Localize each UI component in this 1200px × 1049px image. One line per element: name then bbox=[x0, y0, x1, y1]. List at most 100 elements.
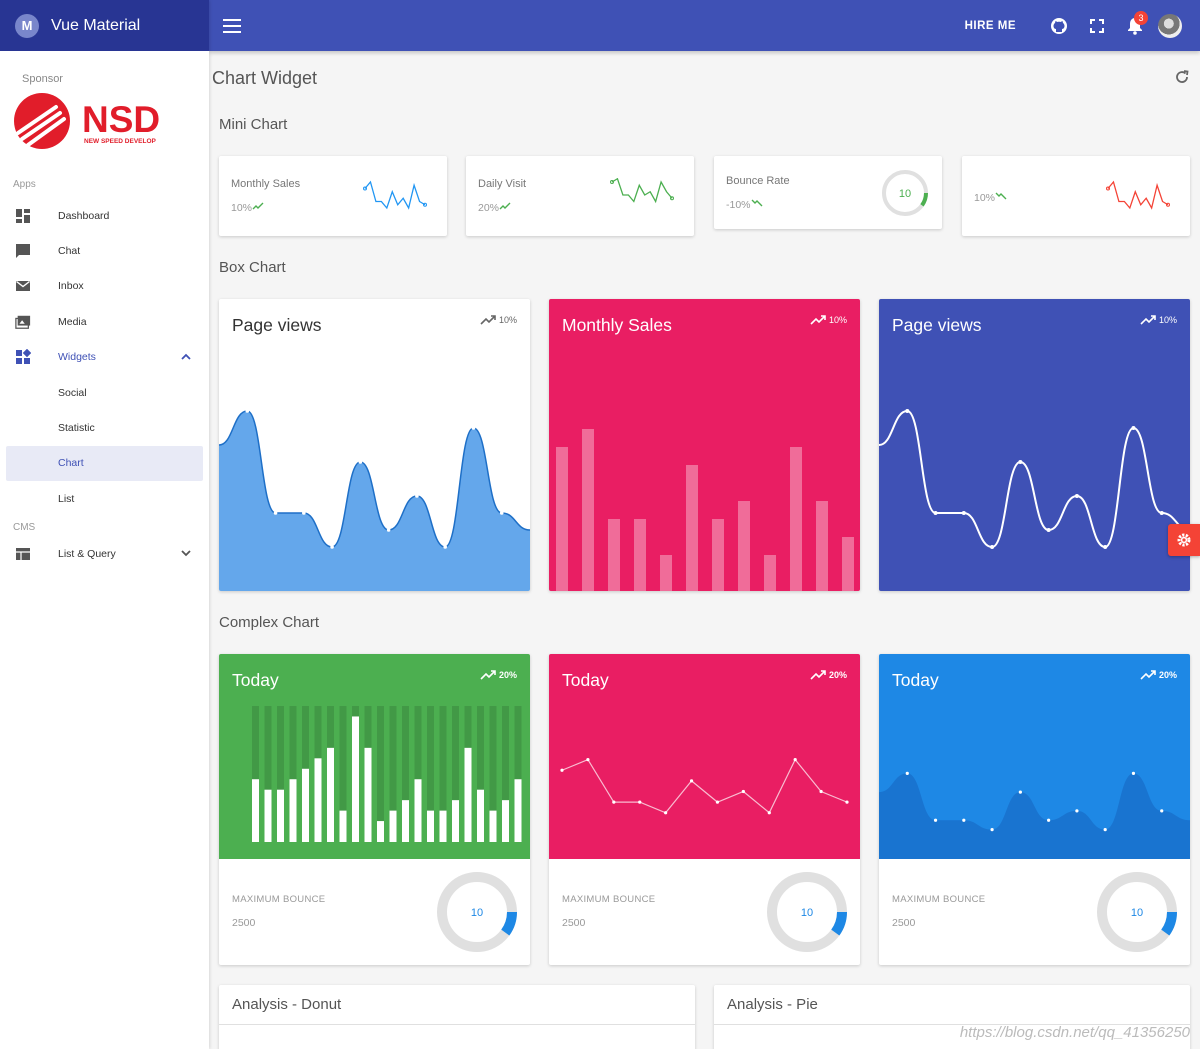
data-point bbox=[819, 789, 823, 794]
complex-chart-label: MAXIMUM BOUNCE bbox=[892, 894, 986, 905]
analysis-card-title: Analysis - Pie bbox=[727, 996, 818, 1013]
sidebar-item-list[interactable]: List bbox=[0, 481, 209, 516]
trend-indicator: 20% bbox=[480, 670, 517, 680]
bar-background bbox=[427, 706, 434, 842]
fullscreen-icon[interactable] bbox=[1078, 7, 1116, 45]
complex-chart-value: 2500 bbox=[562, 917, 586, 929]
sparkline-path bbox=[1107, 180, 1169, 210]
bar bbox=[427, 810, 434, 842]
trending-up-icon bbox=[1140, 670, 1156, 680]
complex-chart-label: MAXIMUM BOUNCE bbox=[232, 894, 326, 905]
sponsor-logo[interactable]: NSD NEW SPEED DEVELOP bbox=[8, 89, 178, 153]
notification-badge: 3 bbox=[1134, 10, 1148, 25]
complex-chart-label: MAXIMUM BOUNCE bbox=[562, 894, 656, 905]
area-chart bbox=[879, 771, 1190, 859]
trend-indicator: 20% bbox=[1140, 670, 1177, 680]
trending-up-icon bbox=[252, 202, 264, 210]
data-point bbox=[845, 800, 849, 804]
mini-chart-card: Daily Visit 20% bbox=[466, 156, 694, 236]
bar-background bbox=[414, 706, 422, 842]
bar bbox=[608, 519, 620, 591]
sidebar-item-label: List & Query bbox=[58, 548, 116, 561]
data-point bbox=[905, 771, 909, 775]
mini-chart-value: 10% bbox=[231, 202, 264, 214]
bar-background bbox=[439, 706, 447, 842]
data-point bbox=[612, 800, 616, 804]
complex-chart-card: Today 20% MAXIMUM BOUNCE 2500 10 bbox=[549, 654, 860, 965]
bar bbox=[327, 747, 334, 842]
settings-fab[interactable] bbox=[1168, 524, 1200, 556]
notifications-icon[interactable]: 3 bbox=[1116, 7, 1154, 45]
svg-text:NSD: NSD bbox=[82, 99, 160, 140]
complex-chart-value: 2500 bbox=[232, 917, 256, 929]
trending-up-icon bbox=[810, 670, 826, 680]
refresh-icon[interactable] bbox=[1174, 69, 1190, 85]
sidebar: M Vue Material Sponsor NSD NEW SPEED DEV… bbox=[0, 0, 209, 1049]
menu-icon[interactable] bbox=[223, 18, 241, 33]
trending-up-icon bbox=[480, 315, 496, 325]
bar bbox=[389, 810, 397, 842]
cms-section-label: CMS bbox=[13, 521, 36, 533]
data-point bbox=[560, 768, 564, 772]
mini-chart-label: Monthly Sales bbox=[231, 178, 301, 190]
sidebar-item-widgets[interactable]: Widgets bbox=[0, 340, 209, 375]
series-line bbox=[879, 409, 1190, 549]
sidebar-item-chat[interactable]: Chat bbox=[0, 233, 209, 268]
trend-indicator: 10% bbox=[810, 315, 847, 325]
line-chart bbox=[560, 758, 849, 815]
watermark: https://blog.csdn.net/qq_41356250 bbox=[959, 1024, 1190, 1041]
trending-up-icon bbox=[1140, 315, 1156, 325]
sparkline-path bbox=[364, 180, 426, 210]
sidebar-item-media[interactable]: Media bbox=[0, 304, 209, 339]
trend-indicator: 10% bbox=[480, 315, 517, 325]
data-point bbox=[586, 758, 590, 762]
sidebar-item-social[interactable]: Social bbox=[0, 375, 209, 410]
mini-chart-value: 10% bbox=[974, 192, 1007, 204]
sidebar-item-label: Media bbox=[58, 315, 87, 328]
sparkline bbox=[363, 180, 427, 210]
data-point bbox=[610, 180, 614, 184]
divider bbox=[219, 1024, 695, 1025]
sidebar-item-label: Widgets bbox=[58, 351, 96, 364]
data-point bbox=[1166, 202, 1170, 207]
mail-icon bbox=[15, 278, 31, 294]
sponsor-label: Sponsor bbox=[22, 73, 63, 85]
progress-ring: 10 bbox=[437, 872, 517, 952]
data-point bbox=[386, 528, 391, 532]
bar bbox=[502, 800, 509, 842]
sidebar-item-list-query[interactable]: List & Query bbox=[0, 537, 209, 572]
complex-chart-title: Today bbox=[562, 670, 609, 690]
data-point bbox=[273, 511, 278, 515]
avatar[interactable] bbox=[1158, 13, 1182, 38]
complex-chart-title: Today bbox=[232, 670, 279, 690]
bar bbox=[314, 758, 322, 842]
sidebar-item-statistic[interactable]: Statistic bbox=[0, 410, 209, 445]
data-point bbox=[1018, 790, 1022, 794]
hire-me-button[interactable]: HIRE ME bbox=[964, 19, 1016, 32]
sidebar-item-dashboard[interactable]: Dashboard bbox=[0, 198, 209, 233]
sparkline bbox=[610, 178, 674, 204]
bar bbox=[489, 810, 497, 842]
data-point bbox=[962, 818, 966, 822]
bar-background bbox=[252, 706, 259, 842]
trend-indicator: 20% bbox=[810, 670, 847, 680]
box-chart-section-title: Box Chart bbox=[219, 259, 286, 276]
complex-chart-value: 2500 bbox=[892, 917, 916, 929]
widgets-icon bbox=[15, 349, 31, 365]
mini-chart-section-title: Mini Chart bbox=[219, 116, 288, 133]
sidebar-item-chart[interactable]: Chart bbox=[6, 445, 203, 482]
bar bbox=[660, 555, 672, 591]
brand-bar[interactable]: M Vue Material bbox=[0, 0, 209, 51]
progress-ring: 10 bbox=[1097, 872, 1177, 952]
sidebar-item-inbox[interactable]: Inbox bbox=[0, 269, 209, 304]
bar bbox=[556, 447, 568, 591]
github-icon[interactable] bbox=[1040, 7, 1078, 45]
bar-background bbox=[489, 706, 497, 842]
sidebar-item-label: Chart bbox=[58, 457, 84, 470]
complex-chart-header: Today 20% bbox=[879, 654, 1190, 859]
gear-icon bbox=[1177, 533, 1191, 547]
bar-background bbox=[389, 706, 397, 842]
chevron-down-icon bbox=[181, 549, 191, 560]
area-fill bbox=[219, 411, 530, 591]
trending-up-icon bbox=[810, 315, 826, 325]
